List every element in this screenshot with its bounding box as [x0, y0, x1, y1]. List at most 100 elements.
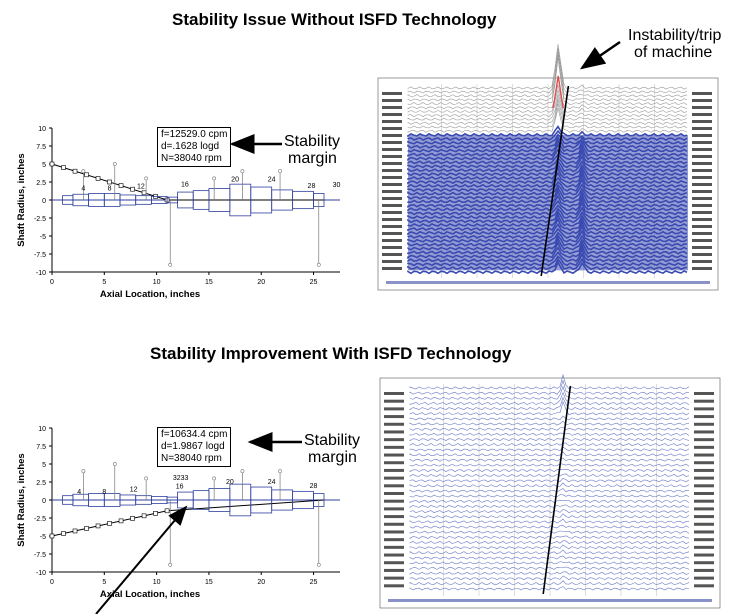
waterfall-row-label — [694, 538, 714, 542]
mode-marker — [107, 521, 112, 526]
station-label: 30 — [333, 182, 341, 189]
waterfall-row-label — [384, 453, 404, 457]
y-tick-label: 2.5 — [36, 180, 46, 187]
waterfall-row-label — [692, 253, 712, 256]
waterfall-trace — [409, 494, 690, 498]
waterfall-row-label — [384, 553, 404, 557]
waterfall-row-label — [382, 162, 402, 165]
waterfall-trace — [409, 420, 690, 426]
waterfall-row-label — [692, 148, 712, 151]
waterfall-trace — [407, 44, 688, 90]
waterfall-row-label — [382, 92, 402, 95]
waterfall-row-label — [382, 239, 402, 242]
station-label: 12 — [137, 183, 145, 190]
top-title: Stability Issue Without ISFD Technology — [172, 10, 497, 29]
bearing-node — [81, 469, 86, 474]
waterfall-trace — [409, 437, 690, 442]
waterfall-row-label — [382, 176, 402, 179]
bearing-node — [144, 176, 149, 181]
isfd-arrow — [95, 505, 188, 614]
waterfall-row-label — [384, 561, 404, 565]
waterfall-trace — [409, 442, 690, 447]
mode-marker — [84, 526, 89, 531]
waterfall-trace — [409, 518, 690, 524]
waterfall-trace — [407, 88, 688, 113]
instability-callout: Instability/trip of machine — [628, 27, 722, 61]
waterfall-row-label — [692, 127, 712, 130]
waterfall-row-label — [692, 204, 712, 207]
waterfall-row-label — [382, 155, 402, 158]
waterfall-trace — [407, 57, 688, 106]
waterfall-trace — [409, 575, 690, 581]
bearing-node — [144, 476, 149, 481]
station-label: 3233 — [173, 475, 189, 482]
waterfall-row-label — [692, 99, 712, 102]
waterfall-trace — [409, 432, 690, 436]
waterfall-row-label — [382, 134, 402, 137]
waterfall-row-label — [384, 445, 404, 449]
waterfall-trace — [409, 477, 690, 483]
waterfall-trace — [409, 580, 690, 585]
y-tick-label: -10 — [36, 270, 46, 277]
waterfall-row-label — [384, 499, 404, 503]
y-tick-label: 2.5 — [36, 480, 46, 487]
waterfall-row-label — [692, 225, 712, 228]
mode-marker — [141, 513, 147, 519]
waterfall-row-label — [694, 484, 714, 488]
waterfall-trace — [409, 468, 690, 473]
waterfall-row-label — [694, 553, 714, 557]
x-tick-label: 10 — [153, 279, 161, 286]
waterfall-row-label — [382, 260, 402, 263]
waterfall-row-label — [692, 183, 712, 186]
bearing-node — [212, 476, 217, 481]
waterfall-trace — [407, 103, 688, 129]
mode-marker — [107, 179, 112, 185]
top-rotor-plot: 10 7.5 5 2.5 0 -2.5 -5 -7.5 -10 0 5 10 15 20 25 Axial L… — [16, 126, 341, 300]
waterfall-trace — [409, 586, 690, 591]
waterfall-row-label — [382, 183, 402, 186]
waterfall-row-label — [382, 253, 402, 256]
waterfall-row-label — [384, 476, 404, 480]
waterfall-trace — [409, 415, 690, 421]
x-axis-label: Axial Location, inches — [100, 289, 200, 300]
waterfall-trace — [409, 463, 690, 467]
waterfall-trace — [407, 96, 688, 121]
waterfall-row-label — [382, 246, 402, 249]
waterfall-row-label — [694, 515, 714, 519]
waterfall-row-label — [692, 169, 712, 172]
waterfall-trace — [409, 427, 690, 431]
mode-marker — [49, 161, 55, 167]
waterfall-row-label — [382, 120, 402, 123]
waterfall-row-label — [694, 422, 714, 426]
station-label: 20 — [231, 176, 239, 183]
waterfall-row-label — [384, 484, 404, 488]
waterfall-row-label — [382, 190, 402, 193]
waterfall-row-label — [382, 113, 402, 116]
x-tick-label: 15 — [205, 579, 213, 586]
bearing-node — [278, 169, 282, 174]
bottom-margin-label: Stability margin — [304, 432, 361, 466]
bearing-node — [168, 262, 173, 267]
x-tick-label: 25 — [310, 579, 318, 586]
waterfall-row-label — [694, 430, 714, 434]
waterfall-row-label — [694, 530, 714, 534]
waterfall-row-label — [692, 267, 712, 270]
waterfall-row-label — [384, 461, 404, 465]
mode-marker — [141, 190, 147, 196]
mode-marker — [84, 172, 89, 178]
y-tick-label: 10 — [38, 426, 46, 433]
waterfall-footer — [388, 599, 712, 602]
waterfall-row-label — [382, 225, 402, 228]
waterfall-row-label — [382, 211, 402, 214]
waterfall-row-label — [694, 392, 714, 395]
bearing-node — [316, 262, 321, 267]
station-label: 28 — [310, 483, 318, 490]
waterfall-row-label — [382, 106, 402, 109]
bearing-node — [278, 469, 282, 474]
waterfall-row-label — [382, 99, 402, 102]
station-label: 28 — [308, 183, 316, 190]
waterfall-row-label — [694, 399, 714, 403]
y-axis-label: Shaft Radius, inches — [16, 453, 27, 546]
y-tick-label: -5 — [40, 234, 46, 241]
